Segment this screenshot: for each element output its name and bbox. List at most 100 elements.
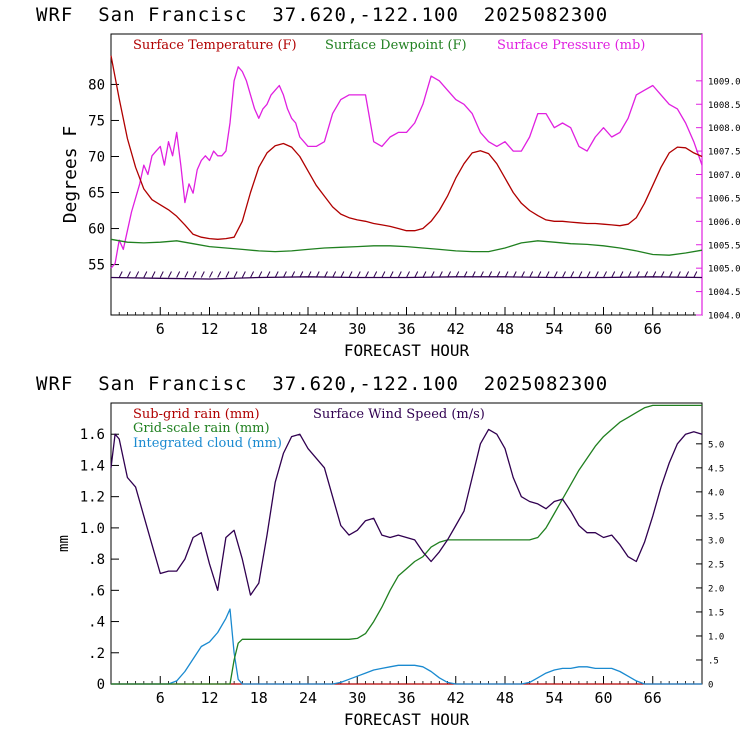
y-tick-label: 1.2 [80,490,105,506]
x-tick-label: 42 [447,689,465,707]
x-axis-title: FORECAST HOUR [344,710,470,729]
x-tick-label: 30 [348,689,366,707]
x-tick-label: 66 [644,689,662,707]
legend-entry: Grid-scale rain (mm) [133,421,270,436]
wind-barb [496,271,501,278]
dewpoint-line [110,238,703,256]
y-axis-title: mm [56,535,72,552]
wind-barb [422,271,427,278]
chart-1-header: WRF San Francisc 37.620,-122.100 2025082… [36,4,609,26]
wind-barb [545,271,550,278]
y-tick-label: .8 [88,552,105,568]
chart-2-ticks [111,433,702,685]
wind-barb [126,271,131,278]
wind-barb [299,271,304,278]
y2-tick-label: 1007.0 [708,171,740,181]
y2-tick-label: 3.0 [708,536,724,546]
wind-barb [200,271,205,278]
y-axis-title: Degrees F [60,126,81,224]
y-tick-label: 60 [88,222,105,238]
wind-barb [488,271,493,278]
wind-barb [438,271,443,278]
legend-entry: Surface Pressure (mb) [497,38,645,53]
y-tick-label: 0 [97,677,105,693]
chart-1-labels: 6 12 18 24 30 36 42 48 54 60 66 55 60 65 70 75 80 1004.0 1… [60,38,740,360]
wind-barb [463,271,468,278]
wind-barb [537,271,542,278]
y2-tick-label: 2.0 [708,584,724,594]
y2-tick-label: 1005.5 [708,241,740,251]
y2-tick-label: 1006.5 [708,194,740,204]
legend-entry: Surface Wind Speed (m/s) [313,407,485,422]
x-tick-label: 54 [545,689,563,707]
chart-1-plot-frame [110,33,703,316]
x-tick-label: 18 [250,320,268,338]
y-tick-label: 70 [88,149,105,165]
wind-barb [660,271,665,278]
y2-tick-label: 4.5 [708,464,724,474]
x-tick-label: 36 [397,689,415,707]
y2-tick-label: 1.0 [708,632,724,642]
y2-tick-label: 3.5 [708,512,724,522]
y2-tick-label: 2.5 [708,560,724,570]
wind-barb [258,271,263,278]
x-tick-label: 18 [250,689,268,707]
wind-barb [266,271,271,278]
wind-barb [184,271,189,278]
wind-barb [447,271,451,278]
wind-barb [627,271,632,278]
y2-tick-label: 1005.0 [708,265,740,275]
wind-barb [479,271,484,278]
legend-entry: Integrated cloud (mm) [133,436,282,451]
wind-barb [356,271,361,278]
x-tick-label: 24 [299,689,317,707]
y2-tick-label: 5.0 [708,440,724,450]
wind-barb [332,271,337,278]
wind-barb [389,271,394,278]
x-tick-label: 12 [200,320,218,338]
x-tick-label: 48 [496,320,514,338]
y-tick-label: .6 [88,583,105,599]
wind-barb [553,271,558,278]
y2-tick-label: 1008.0 [708,124,740,134]
y2-tick-label: 1009.0 [708,77,740,87]
wind-barb [192,271,197,278]
wind-barb [644,271,648,278]
wind-barb [233,271,238,278]
y-tick-label: 75 [88,113,105,129]
x-tick-label: 6 [156,689,165,707]
wind-barb [151,271,156,278]
wind-barb [414,271,419,278]
wind-barb [348,271,353,278]
wind-barb [635,271,640,278]
y-tick-label: .2 [88,646,105,662]
pressure-line [110,66,703,269]
wind-barb [512,271,517,278]
wind-barb [274,271,279,278]
y2-tick-label: 1008.5 [708,101,740,111]
wind-barb [381,271,386,278]
wind-barb [455,271,460,278]
legend-entry: Surface Temperature (F) [133,38,297,53]
y2-tick-label: 1007.5 [708,148,740,158]
y2-tick-label: 1004.0 [708,312,740,322]
x-tick-label: 54 [545,320,563,338]
legend-entry: Sub-grid rain (mm) [133,407,260,422]
wind-barb [159,271,164,278]
x-tick-label: 60 [594,320,612,338]
wind-barb [291,271,296,278]
wind-barb [307,271,312,278]
y-tick-label: 1.4 [80,458,105,474]
temperature-line [110,55,703,240]
y2-tick-label: .5 [708,656,719,666]
wind-barb [603,271,607,278]
y-tick-label: 80 [88,77,105,93]
wind-barb [504,271,509,278]
wind-barb [406,271,410,278]
x-axis-title: FORECAST HOUR [344,341,470,360]
wind-barb [471,271,476,278]
y2-tick-label: 1.5 [708,608,724,618]
wind-barb [578,271,583,278]
x-tick-label: 60 [594,689,612,707]
